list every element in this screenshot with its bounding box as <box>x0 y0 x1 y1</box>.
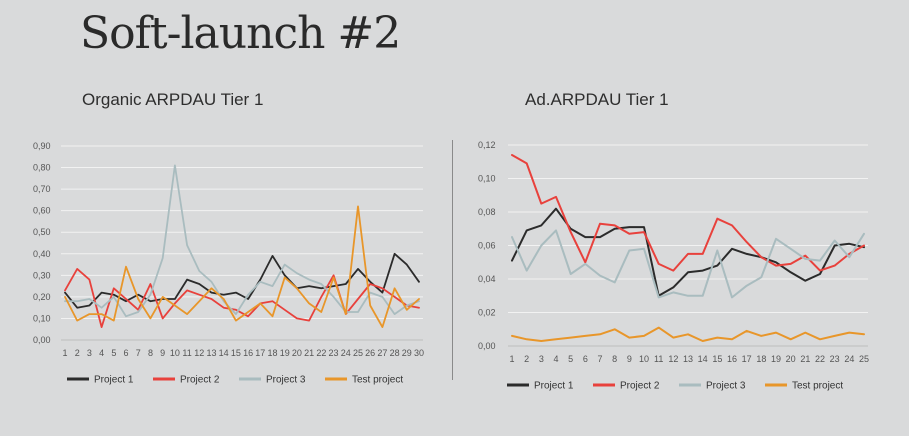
organic-series-line-4 <box>64 205 420 329</box>
organic-x-tick-label: 29 <box>402 348 412 358</box>
organic-legend-label: Test project <box>352 375 403 386</box>
ad-x-tick-label: 25 <box>859 354 869 364</box>
ad-x-tick-label: 11 <box>654 354 663 364</box>
ad-legend-label: Test project <box>792 381 843 392</box>
ad-x-tick-label: 9 <box>627 354 632 364</box>
ad-x-tick-label: 6 <box>583 354 588 364</box>
organic-x-tick-label: 5 <box>111 348 116 358</box>
organic-y-tick-label: 0,10 <box>33 313 51 323</box>
organic-x-tick-label: 15 <box>231 348 241 358</box>
organic-x-tick-label: 27 <box>377 348 387 358</box>
ad-x-tick-label: 2 <box>524 354 529 364</box>
organic-legend-label: Project 1 <box>94 375 134 386</box>
organic-x-tick-label: 6 <box>124 348 129 358</box>
ad-x-tick-label: 22 <box>815 354 825 364</box>
organic-x-tick-label: 10 <box>170 348 180 358</box>
organic-x-tick-label: 8 <box>148 348 153 358</box>
organic-x-tick-label: 13 <box>206 348 216 358</box>
organic-x-tick-label: 11 <box>182 348 191 358</box>
ad-y-tick-label: 0,10 <box>478 174 496 184</box>
organic-legend-label: Project 2 <box>180 375 220 386</box>
ad-series-line-1 <box>511 207 865 297</box>
ad-x-tick-label: 19 <box>771 354 781 364</box>
ad-x-tick-label: 8 <box>612 354 617 364</box>
organic-x-tick-label: 22 <box>316 348 326 358</box>
organic-y-tick-label: 0,90 <box>33 141 51 151</box>
ad-x-tick-label: 10 <box>639 354 649 364</box>
chart-divider <box>452 140 453 380</box>
organic-series-line-3 <box>64 164 420 318</box>
organic-x-tick-label: 19 <box>280 348 290 358</box>
ad-series-line-3 <box>511 229 865 299</box>
ad-x-tick-label: 21 <box>800 354 810 364</box>
ad-y-tick-label: 0,12 <box>478 140 496 150</box>
ad-x-tick-label: 14 <box>698 354 708 364</box>
ad-x-tick-label: 4 <box>553 354 558 364</box>
organic-y-tick-label: 0,00 <box>33 335 51 345</box>
ad-x-tick-label: 7 <box>597 354 602 364</box>
ad-series-line-4 <box>511 326 865 342</box>
organic-x-tick-label: 7 <box>136 348 141 358</box>
ad-legend-label: Project 1 <box>534 381 574 392</box>
ad-y-tick-label: 0,00 <box>478 341 496 351</box>
organic-x-tick-label: 21 <box>304 348 314 358</box>
organic-x-tick-label: 23 <box>329 348 339 358</box>
ad-x-tick-label: 12 <box>668 354 678 364</box>
ad-y-tick-label: 0,08 <box>478 207 496 217</box>
ad-x-tick-label: 3 <box>539 354 544 364</box>
ad-x-tick-label: 16 <box>727 354 737 364</box>
organic-x-tick-label: 24 <box>341 348 351 358</box>
organic-x-tick-label: 9 <box>160 348 165 358</box>
organic-series-line-1 <box>64 252 420 309</box>
organic-y-tick-label: 0,50 <box>33 227 51 237</box>
organic-x-tick-label: 30 <box>414 348 424 358</box>
organic-y-tick-label: 0,70 <box>33 184 51 194</box>
ad-y-tick-label: 0,04 <box>478 274 496 284</box>
organic-x-tick-label: 18 <box>268 348 278 358</box>
organic-y-tick-label: 0,30 <box>33 270 51 280</box>
ad-y-tick-label: 0,06 <box>478 241 496 251</box>
organic-x-tick-label: 16 <box>243 348 253 358</box>
organic-x-tick-label: 25 <box>353 348 363 358</box>
chart-title-ad: Ad.ARPDAU Tier 1 <box>525 90 669 109</box>
organic-x-tick-label: 28 <box>390 348 400 358</box>
ad-x-tick-label: 5 <box>568 354 573 364</box>
ad-x-tick-label: 13 <box>683 354 693 364</box>
organic-x-tick-label: 4 <box>99 348 104 358</box>
organic-x-tick-label: 17 <box>255 348 265 358</box>
ad-x-tick-label: 20 <box>786 354 796 364</box>
page-title: Soft-launch #2 <box>80 8 401 59</box>
organic-series-line-2 <box>64 267 420 329</box>
chart-title-organic: Organic ARPDAU Tier 1 <box>82 90 264 109</box>
organic-x-tick-label: 14 <box>219 348 229 358</box>
ad-x-tick-label: 15 <box>712 354 722 364</box>
organic-y-tick-label: 0,60 <box>33 206 51 216</box>
ad-x-tick-label: 17 <box>742 354 752 364</box>
ad-legend-label: Project 2 <box>620 381 660 392</box>
organic-x-tick-label: 12 <box>194 348 204 358</box>
ad-x-tick-label: 23 <box>830 354 840 364</box>
organic-x-tick-label: 20 <box>292 348 302 358</box>
ad-x-tick-label: 24 <box>844 354 854 364</box>
organic-x-tick-label: 3 <box>87 348 92 358</box>
ad-y-tick-label: 0,02 <box>478 308 496 318</box>
organic-legend-label: Project 3 <box>266 375 306 386</box>
organic-y-tick-label: 0,20 <box>33 292 51 302</box>
organic-x-tick-label: 2 <box>75 348 80 358</box>
ad-series-line-2 <box>511 154 865 272</box>
organic-y-tick-label: 0,80 <box>33 163 51 173</box>
organic-x-tick-label: 1 <box>62 348 67 358</box>
organic-y-tick-label: 0,40 <box>33 249 51 259</box>
ad-x-tick-label: 18 <box>756 354 766 364</box>
organic-x-tick-label: 26 <box>365 348 375 358</box>
ad-x-tick-label: 1 <box>509 354 514 364</box>
ad-legend-label: Project 3 <box>706 381 746 392</box>
